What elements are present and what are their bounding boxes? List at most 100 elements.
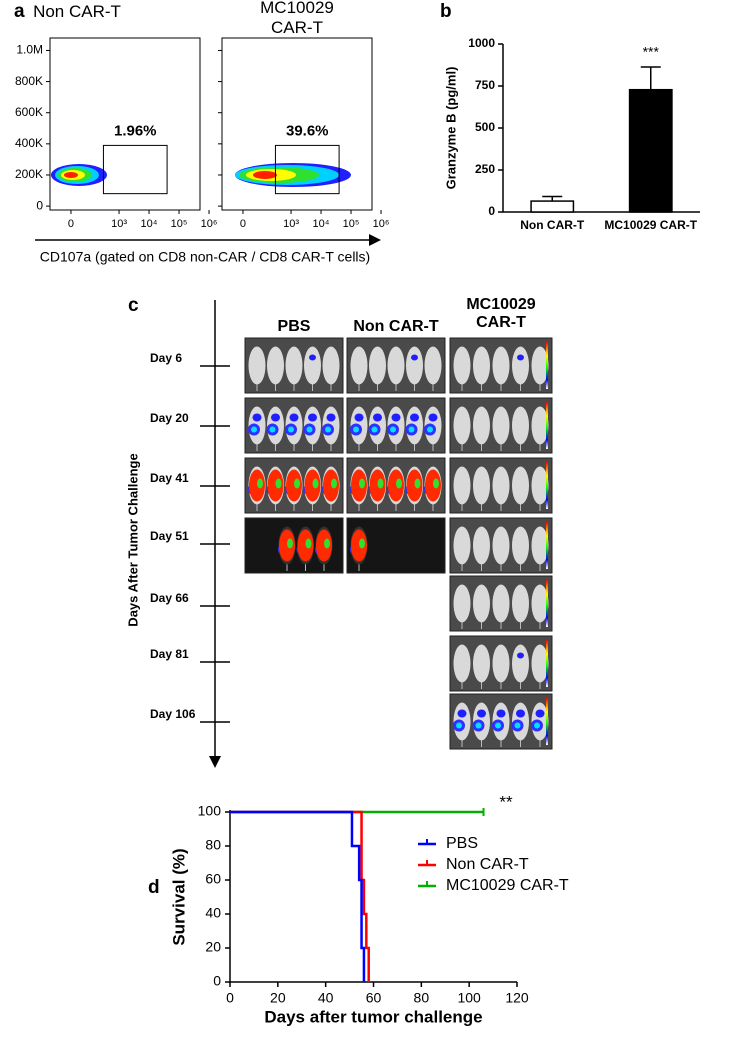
day-label: Day 20 (150, 411, 189, 425)
signal (425, 469, 441, 502)
signal (324, 538, 330, 549)
mouse (492, 466, 510, 505)
mouse (492, 526, 510, 565)
y-axis-title: Granzyme B (pg/ml) (443, 67, 458, 190)
gate (274, 144, 340, 195)
signal (354, 413, 364, 422)
color-scale (546, 462, 548, 509)
signal (391, 413, 401, 422)
signal (252, 413, 262, 422)
signal (325, 426, 331, 433)
x-tick-label: 0 (68, 218, 74, 230)
signal (279, 529, 295, 562)
mouse (248, 346, 266, 385)
signal (267, 469, 284, 502)
signal (297, 529, 314, 562)
signal (534, 722, 540, 729)
y-tick-label: 0 (213, 973, 221, 989)
legend-label: Non CAR-T (446, 856, 529, 873)
y-tick-label: 400K (15, 136, 43, 150)
signal (514, 722, 521, 729)
mouse (453, 584, 471, 623)
x-tick-label: 120 (505, 990, 529, 1006)
signal (406, 469, 423, 502)
signal (433, 478, 439, 489)
y-tick-label: 800K (15, 74, 43, 88)
x-tick-label: 10³ (111, 218, 127, 230)
y-tick-label: 250 (475, 162, 495, 176)
gate (102, 144, 168, 195)
mouse (492, 584, 510, 623)
color-scale (546, 580, 548, 627)
signal (288, 426, 294, 433)
mouse (492, 346, 510, 385)
signal (477, 709, 486, 718)
mouse (285, 346, 303, 385)
x-tick-label: 80 (414, 990, 430, 1006)
x-tick-label: 60 (366, 990, 382, 1006)
plot-frame (221, 37, 373, 211)
signal (517, 652, 524, 659)
signal (353, 426, 359, 433)
mouse (512, 346, 529, 385)
signal (331, 478, 337, 489)
signal (308, 413, 317, 422)
mouse (512, 584, 529, 623)
signal (294, 478, 300, 489)
signal (427, 426, 433, 433)
y-tick-label: 100 (198, 803, 222, 819)
mouse (406, 346, 423, 385)
flow-panel-title: MC10029 CAR-T (260, 0, 334, 37)
signal (359, 538, 365, 549)
signal (369, 469, 386, 502)
signal (390, 426, 396, 433)
signal (414, 478, 421, 489)
color-scale (546, 402, 548, 449)
signal (359, 478, 365, 489)
signal (251, 426, 257, 433)
x-tick-label: 10⁶ (201, 218, 218, 230)
y-tick-label: 20 (205, 939, 221, 955)
x-axis-title: Days after tumor challenge (264, 1007, 482, 1026)
signal (535, 709, 545, 718)
plot-frame (49, 37, 201, 211)
mouse (369, 346, 386, 385)
color-scale (546, 640, 548, 687)
signal (275, 478, 282, 489)
signal (516, 709, 525, 718)
mouse (531, 406, 549, 445)
y-tick-label: 0 (488, 204, 495, 218)
mouse (453, 466, 471, 505)
column-title: MC10029 CAR-T (466, 296, 536, 332)
y-tick-label: 40 (205, 905, 221, 921)
x-tick-label: 10³ (283, 218, 299, 230)
mouse (350, 346, 368, 385)
signal (269, 426, 276, 433)
signal (457, 709, 467, 718)
y-tick-label: 600K (15, 105, 43, 119)
mouse (512, 406, 529, 445)
mouse (453, 406, 471, 445)
y-tick-label: 1.0M (16, 43, 43, 57)
signal (517, 354, 524, 361)
y-tick-label: 60 (205, 871, 221, 887)
survival-curve (230, 810, 366, 982)
panel-label: d (148, 877, 160, 898)
mouse (473, 526, 490, 565)
mouse (531, 584, 549, 623)
signal (475, 722, 482, 729)
x-tick-label: 0 (226, 990, 234, 1006)
mouse (531, 526, 549, 565)
mouse (473, 406, 490, 445)
legend-label: MC10029 CAR-T (446, 877, 569, 894)
mouse (531, 466, 549, 505)
x-tick-label: 20 (270, 990, 286, 1006)
x-tick-label: 10⁵ (171, 218, 188, 230)
mouse (473, 466, 490, 505)
x-tick-label: 0 (240, 218, 246, 230)
signal (312, 478, 319, 489)
column-title: Non CAR-T (353, 318, 439, 335)
signal (316, 529, 332, 562)
day-label: Day 51 (150, 529, 189, 543)
